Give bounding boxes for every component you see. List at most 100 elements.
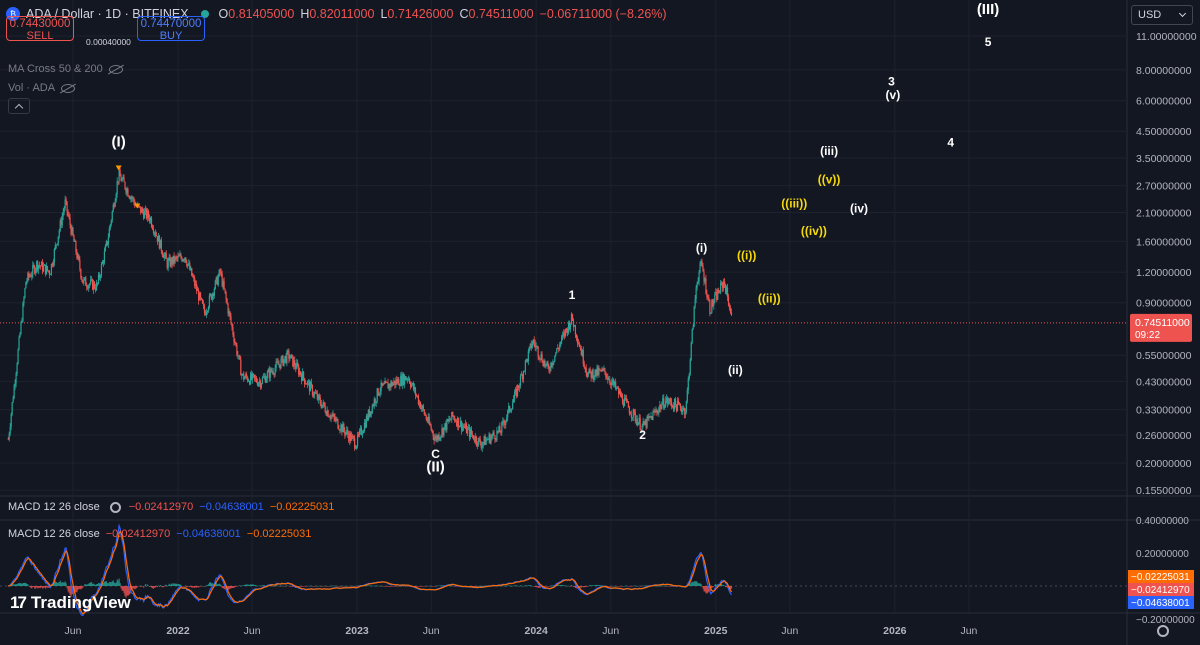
symbol-title[interactable]: ADA / Dollar · 1D · BITFINEX xyxy=(26,7,189,21)
candle-body xyxy=(723,281,726,285)
eye-hidden-icon[interactable] xyxy=(108,64,123,74)
macd-bar xyxy=(578,586,580,588)
candle-body xyxy=(183,259,185,261)
macd-bar xyxy=(437,585,439,587)
candle-body xyxy=(327,410,329,417)
candle-body xyxy=(436,436,438,440)
macd-bar xyxy=(91,582,93,586)
macd-bar xyxy=(704,586,706,592)
macd-legend-2[interactable]: MACD 12 26 close −0.02412970 −0.04638001… xyxy=(8,528,311,540)
macd-bar xyxy=(396,586,398,587)
macd-bar xyxy=(285,586,287,587)
candle-body xyxy=(548,367,550,371)
price-tick-label: 0.15500000 xyxy=(1136,485,1192,497)
pivot-marker xyxy=(134,203,141,209)
candle-body xyxy=(325,412,327,416)
candle-body xyxy=(17,349,19,364)
eye-hidden-icon[interactable] xyxy=(61,83,76,93)
candle-body xyxy=(296,362,298,369)
candle-body xyxy=(402,374,404,386)
macd-bar xyxy=(517,585,519,587)
spread-value: 0.00040000 xyxy=(86,37,131,47)
candle-body xyxy=(513,398,515,404)
collapse-legend-button[interactable] xyxy=(8,98,30,114)
macd-bar xyxy=(194,586,196,588)
macd-bar xyxy=(595,585,597,586)
price-tick-label: 1.20000000 xyxy=(1136,267,1192,279)
time-tick-label: Jun xyxy=(781,625,798,637)
candle-body xyxy=(390,381,392,388)
candle-body xyxy=(288,350,290,359)
candle-body xyxy=(642,421,644,426)
macd-bar xyxy=(665,585,667,587)
macd-bar xyxy=(290,586,292,587)
candle-body xyxy=(69,217,71,226)
candle-body xyxy=(409,383,412,387)
sell-button[interactable]: 0.74430000 SELL xyxy=(6,15,74,42)
macd-bar xyxy=(641,585,643,587)
candle-body xyxy=(425,415,427,420)
macd-bar xyxy=(501,585,503,587)
macd-bar xyxy=(609,586,611,587)
candle-body xyxy=(465,423,468,434)
candle-body xyxy=(460,420,462,426)
macd-bar xyxy=(70,586,72,597)
candle-body xyxy=(253,374,256,378)
candle-body xyxy=(247,377,249,382)
gear-icon[interactable] xyxy=(109,501,121,513)
macd-bar xyxy=(36,586,38,588)
tradingview-logo[interactable]: 17 TradingView xyxy=(10,593,131,613)
macd-bar xyxy=(534,586,536,587)
candle-body xyxy=(328,416,330,418)
candle-body xyxy=(432,431,434,437)
candle-body xyxy=(320,403,322,408)
macd-bar xyxy=(379,586,381,587)
ma-cross-legend[interactable]: MA Cross 50 & 200 xyxy=(8,63,123,75)
macd-bar xyxy=(528,585,530,586)
candle-body xyxy=(415,394,418,396)
macd-bar xyxy=(39,586,41,588)
macd-bar xyxy=(426,586,428,587)
candle-body xyxy=(542,362,544,366)
candle-body xyxy=(216,276,218,285)
candle-body xyxy=(338,428,340,430)
macd-bar xyxy=(66,586,68,589)
currency-select[interactable]: USD xyxy=(1131,5,1193,25)
candle-body xyxy=(459,425,461,428)
candle-body xyxy=(461,426,464,431)
macd-bar xyxy=(629,586,631,587)
volume-legend[interactable]: Vol · ADA xyxy=(8,82,76,94)
candle-body xyxy=(666,397,668,401)
settings-icon[interactable] xyxy=(1157,625,1169,637)
macd-bar xyxy=(59,580,61,586)
candle-body xyxy=(378,393,380,396)
macd-bar xyxy=(545,586,547,587)
macd-bar xyxy=(309,585,312,587)
macd-legend-1[interactable]: MACD 12 26 close −0.02412970 −0.04638001… xyxy=(8,501,334,513)
signal-line xyxy=(8,530,733,615)
candle-body xyxy=(308,381,311,392)
macd-bar xyxy=(631,586,633,587)
symbol-header[interactable]: ₿ ADA / Dollar · 1D · BITFINEX O0.814050… xyxy=(6,7,667,21)
macd-bar xyxy=(229,586,231,589)
buy-price: 0.74470000 xyxy=(140,17,202,30)
macd-bar xyxy=(119,583,121,586)
candle-body xyxy=(306,381,309,385)
candle-body xyxy=(354,438,356,448)
buy-button[interactable]: 0.74470000 BUY xyxy=(137,15,205,42)
candle-body xyxy=(408,378,410,380)
macd-bar xyxy=(546,586,548,587)
candle-body xyxy=(590,371,592,378)
macd-bar xyxy=(211,583,213,586)
macd-bar xyxy=(669,586,671,587)
candle-body xyxy=(537,346,539,357)
macd-bar xyxy=(706,586,708,594)
candle-body xyxy=(26,280,28,282)
candle-body xyxy=(173,255,175,263)
macd-bar xyxy=(612,585,614,587)
candle-body xyxy=(158,235,160,249)
macd-bar xyxy=(15,584,17,586)
macd-bar xyxy=(564,585,566,587)
macd-bar xyxy=(637,585,639,587)
